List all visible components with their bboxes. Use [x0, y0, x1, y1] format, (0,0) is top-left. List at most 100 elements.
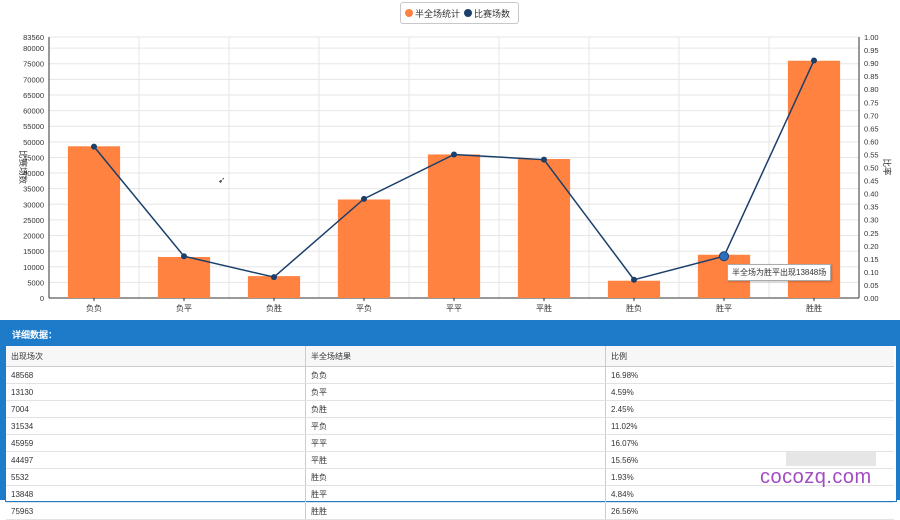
y2-tick-label: 0.60 — [864, 137, 879, 146]
table-row: 7004 负胜 2.45% — [6, 400, 894, 418]
y-tick-label: 35000 — [23, 185, 44, 194]
y2-tick-label: 0.15 — [864, 255, 879, 264]
y-tick-label: 80000 — [23, 44, 44, 53]
line-point — [271, 274, 277, 281]
x-tick-label: 平负 — [356, 303, 372, 313]
y-tick-label: 20000 — [23, 232, 44, 241]
y2-tick-label: 0.05 — [864, 281, 879, 290]
line-point — [451, 151, 457, 158]
cell-count: 7004 — [6, 400, 306, 418]
y2-tick-label: 0.65 — [864, 124, 879, 133]
y-tick-label: 60000 — [23, 107, 44, 116]
y-tick-label: 10000 — [23, 263, 44, 272]
cell-result: 平负 — [305, 417, 606, 435]
legend-item-line[interactable]: 比赛场数 — [464, 7, 510, 20]
y2-tick-label: 0.35 — [864, 203, 879, 212]
combo-chart: 0 5000 10000 15000 20000 25000 30000 35000 40000… — [18, 33, 892, 313]
cell-result: 负胜 — [305, 400, 606, 418]
cell-ratio: 16.98% — [605, 366, 894, 384]
y2-tick-label: 0.90 — [864, 59, 879, 68]
detail-table: 出现场次 半全场结果 比例 48568 负负 16.98% 13130 负平 4.59% 7… — [6, 346, 894, 520]
table-row: 13848 胜平 4.84% — [6, 485, 894, 503]
line-point — [541, 156, 547, 163]
table-row: 45959 平平 16.07% — [6, 434, 894, 452]
y-tick-label: 5000 — [27, 278, 44, 287]
x-tick-label: 平平 — [446, 304, 462, 313]
cell-count: 75963 — [6, 502, 306, 520]
cell-count: 44497 — [6, 451, 306, 469]
detail-panel-body: 详细数据： 出现场次 半全场结果 比例 48568 负负 16.98% 13130 负平… — [5, 324, 897, 520]
chart-area: 0 5000 10000 15000 20000 25000 30000 35000 40000… — [18, 2, 892, 313]
table-row: 48568 负负 16.98% — [6, 366, 894, 384]
y2-tick-label: 1.00 — [864, 33, 879, 42]
header-result: 半全场结果 — [305, 346, 606, 367]
watermark-blur — [786, 452, 876, 466]
table-header-row: 出现场次 半全场结果 比例 — [6, 346, 894, 367]
cell-count: 5532 — [6, 468, 306, 486]
line-point — [361, 195, 367, 202]
y2-tick-label: 0.95 — [864, 46, 879, 55]
bar — [247, 276, 301, 298]
cell-result: 平胜 — [305, 451, 606, 469]
y-tick-label: 15000 — [23, 247, 44, 256]
legend-bar-label: 半全场统计 — [415, 8, 461, 19]
cell-ratio: 1.93% — [605, 468, 894, 486]
x-tick-label: 胜平 — [716, 303, 732, 313]
y-tick-label: 55000 — [23, 122, 44, 131]
cell-result: 胜胜 — [305, 502, 606, 520]
y-tick-label: 45000 — [23, 153, 44, 162]
bar — [517, 159, 571, 298]
header-count: 出现场次 — [6, 346, 306, 367]
x-tick-label: 胜胜 — [806, 303, 822, 313]
y2-tick-label: 0.40 — [864, 190, 879, 199]
y-tick-label: 50000 — [23, 138, 44, 147]
x-tick-label: 负胜 — [266, 303, 282, 313]
y2-tick-label: 0.55 — [864, 150, 879, 159]
cell-result: 负负 — [305, 366, 606, 384]
line-point — [181, 253, 187, 260]
y-tick-label: 25000 — [23, 216, 44, 225]
cell-result: 负平 — [305, 383, 606, 401]
y2-tick-label: 0.10 — [864, 268, 879, 277]
y2-axis-title: 比率 — [882, 158, 892, 176]
bar — [787, 60, 841, 298]
legend-line-swatch — [464, 9, 473, 17]
y2-tick-label: 0.20 — [864, 242, 879, 251]
y2-tick-label: 0.85 — [864, 72, 879, 81]
chart-tooltip: 半全场为胜平出现13848场 — [727, 264, 832, 281]
y-tick-label: 83560 — [23, 33, 44, 42]
watermark: cocozq.com — [760, 466, 872, 488]
table-row: 13130 负平 4.59% — [6, 383, 894, 401]
table-row: 5532 胜负 1.93% — [6, 468, 894, 486]
cell-result: 平平 — [305, 434, 606, 452]
y2-tick-label: 0.30 — [864, 216, 879, 225]
legend-item-bar[interactable]: 半全场统计 — [405, 7, 460, 20]
y2-tick-label: 0.45 — [864, 177, 879, 186]
y-tick-label: 70000 — [23, 75, 44, 84]
cell-ratio: 2.45% — [605, 400, 894, 418]
y-tick-label: 75000 — [23, 60, 44, 69]
legend-line-label: 比赛场数 — [474, 8, 511, 19]
y2-tick-label: 0.25 — [864, 229, 879, 238]
line-point — [631, 276, 637, 283]
cell-ratio: 16.07% — [605, 434, 894, 452]
cell-count: 31534 — [6, 417, 306, 435]
table-row: 31534 平负 11.02% — [6, 417, 894, 435]
x-tick-label: 平胜 — [536, 303, 552, 313]
y-tick-label: 40000 — [23, 169, 44, 178]
bar — [337, 199, 391, 298]
line-point — [91, 143, 97, 150]
y-tick-label: 0 — [40, 294, 44, 303]
y-tick-label: 65000 — [23, 91, 44, 100]
y2-tick-label: 0.80 — [864, 85, 879, 94]
header-ratio: 比例 — [605, 346, 894, 367]
detail-title: 详细数据： — [6, 325, 896, 346]
x-tick-label: 负平 — [176, 303, 192, 313]
x-tick-label: 胜负 — [626, 303, 642, 313]
cell-ratio: 4.59% — [605, 383, 894, 401]
cell-ratio: 11.02% — [605, 417, 894, 435]
cell-count: 45959 — [6, 434, 306, 452]
bar — [607, 280, 661, 298]
bar — [427, 154, 481, 298]
cell-count: 13130 — [6, 383, 306, 401]
